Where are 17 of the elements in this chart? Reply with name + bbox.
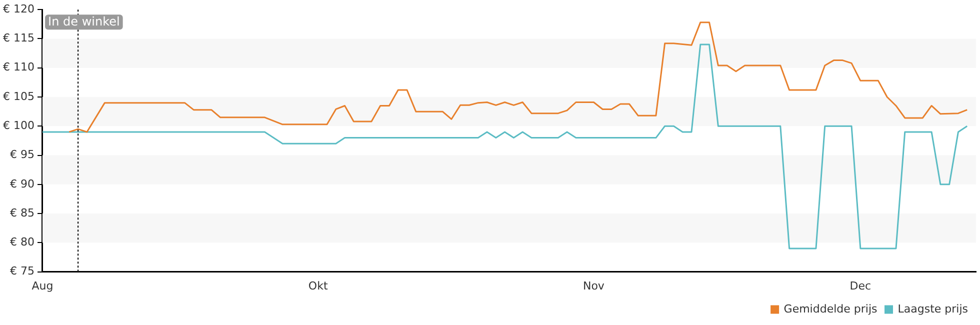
- y-tick-label: € 80: [10, 236, 34, 249]
- y-tick-label: € 115: [2, 32, 34, 45]
- x-tick-label: Aug: [32, 279, 54, 292]
- ref-line-label: In de winkel: [48, 14, 120, 29]
- x-tick-label: Nov: [582, 279, 605, 292]
- legend-label: Gemiddelde prijs: [784, 302, 878, 316]
- y-tick-label: € 105: [2, 90, 34, 103]
- y-tick-label: € 85: [10, 206, 34, 220]
- y-tick-label: € 95: [10, 148, 34, 162]
- legend-label: Laagste prijs: [898, 302, 968, 316]
- y-tick-label: € 110: [2, 60, 34, 74]
- y-tick-label: € 100: [2, 118, 34, 132]
- y-tick-label: € 120: [2, 2, 34, 16]
- y-tick-label: € 75: [10, 264, 34, 278]
- x-tick-label: Dec: [850, 279, 872, 292]
- x-tick-label: Okt: [308, 279, 328, 292]
- y-tick-label: € 90: [10, 177, 34, 190]
